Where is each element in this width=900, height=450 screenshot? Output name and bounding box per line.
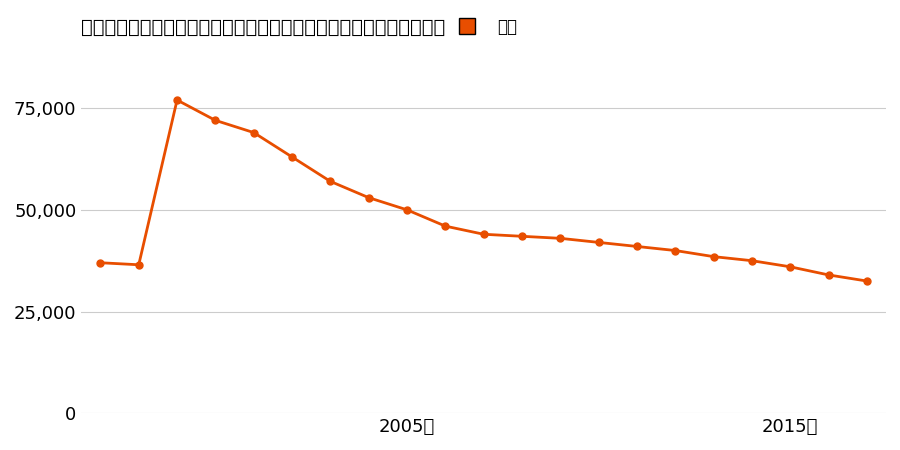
Legend: 価格: 価格	[444, 12, 524, 43]
Text: 和歌山県伊都郡かつらぎ町大字三谷字金毘羅１６１２番８の地価推移: 和歌山県伊都郡かつらぎ町大字三谷字金毘羅１６１２番８の地価推移	[81, 18, 446, 37]
